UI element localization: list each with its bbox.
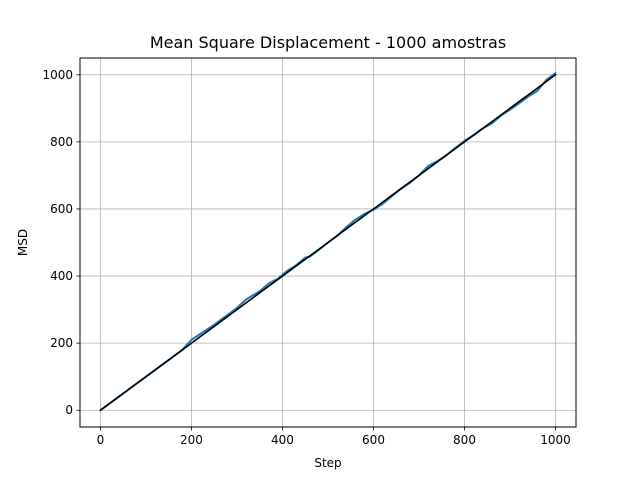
axes-frame (79, 57, 577, 428)
y-axis-label: MSD (16, 229, 30, 256)
chart-title: Mean Square Displacement - 1000 amostras (150, 33, 506, 52)
x-tick-label: 0 (97, 433, 105, 447)
plot-series (99, 72, 557, 412)
y-tick-label: 200 (50, 336, 73, 350)
grid (80, 58, 576, 427)
x-tick-label: 600 (362, 433, 385, 447)
ticks: 0 200 400 600 800 1000 0 200 400 600 800 1000 (42, 68, 570, 447)
x-axis-label: Step (314, 456, 341, 470)
x-tick-label: 200 (180, 433, 203, 447)
y-tick-label: 600 (50, 202, 73, 216)
msd-data-line (99, 72, 557, 412)
y-tick-label: 0 (65, 403, 73, 417)
y-tick-label: 800 (50, 135, 73, 149)
reference-line (99, 73, 557, 412)
x-tick-label: 1000 (540, 433, 571, 447)
y-tick-label: 1000 (42, 68, 73, 82)
x-tick-label: 400 (271, 433, 294, 447)
x-tick-label: 800 (453, 433, 476, 447)
y-tick-label: 400 (50, 269, 73, 283)
